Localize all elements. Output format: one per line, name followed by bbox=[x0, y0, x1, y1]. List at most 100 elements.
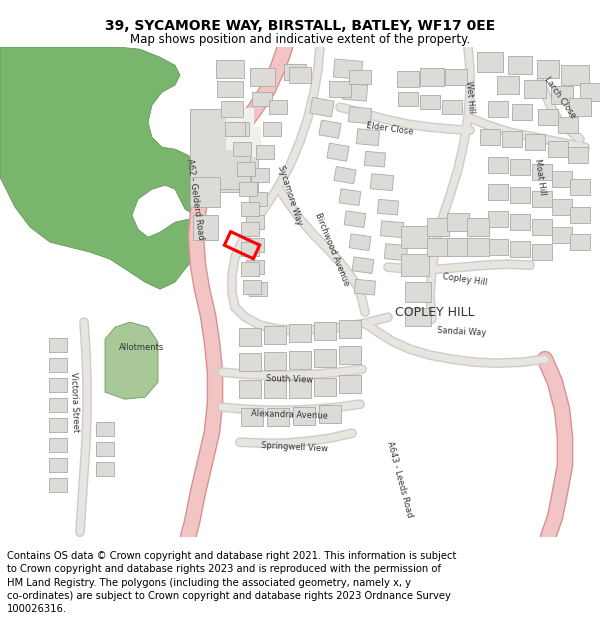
Polygon shape bbox=[532, 244, 552, 260]
Polygon shape bbox=[339, 346, 361, 364]
Polygon shape bbox=[193, 215, 218, 240]
Polygon shape bbox=[420, 95, 440, 109]
Polygon shape bbox=[239, 328, 261, 346]
Polygon shape bbox=[329, 81, 351, 97]
Text: Alexandra Avenue: Alexandra Avenue bbox=[251, 409, 329, 421]
Polygon shape bbox=[246, 260, 264, 274]
Polygon shape bbox=[405, 308, 431, 326]
Polygon shape bbox=[251, 168, 269, 182]
Polygon shape bbox=[250, 68, 275, 86]
Polygon shape bbox=[447, 213, 469, 231]
Polygon shape bbox=[263, 122, 281, 136]
Polygon shape bbox=[467, 218, 489, 236]
Polygon shape bbox=[314, 349, 336, 367]
Text: Wet Hill: Wet Hill bbox=[464, 81, 476, 114]
Polygon shape bbox=[401, 254, 429, 276]
Polygon shape bbox=[235, 127, 260, 158]
Polygon shape bbox=[480, 129, 500, 145]
Text: Victoria Street: Victoria Street bbox=[70, 372, 80, 432]
Polygon shape bbox=[96, 422, 114, 436]
Polygon shape bbox=[49, 398, 67, 412]
Polygon shape bbox=[552, 228, 572, 243]
Text: Sandai Way: Sandai Way bbox=[437, 326, 487, 338]
Polygon shape bbox=[532, 219, 552, 235]
Polygon shape bbox=[289, 351, 311, 369]
Polygon shape bbox=[231, 122, 249, 136]
Text: COPLEY HILL: COPLEY HILL bbox=[395, 306, 475, 319]
Polygon shape bbox=[510, 188, 530, 203]
Polygon shape bbox=[49, 358, 67, 372]
Text: 39, SYCAMORE WAY, BIRSTALL, BATLEY, WF17 0EE: 39, SYCAMORE WAY, BIRSTALL, BATLEY, WF17… bbox=[105, 19, 495, 32]
Polygon shape bbox=[343, 83, 368, 101]
Polygon shape bbox=[561, 65, 589, 85]
Polygon shape bbox=[289, 380, 311, 398]
Polygon shape bbox=[551, 86, 573, 104]
Polygon shape bbox=[355, 279, 376, 295]
Polygon shape bbox=[558, 118, 578, 133]
Polygon shape bbox=[49, 338, 67, 352]
Polygon shape bbox=[264, 326, 286, 344]
Polygon shape bbox=[246, 238, 264, 252]
Text: A643 - Leeds Road: A643 - Leeds Road bbox=[385, 440, 415, 518]
Polygon shape bbox=[380, 221, 404, 238]
Polygon shape bbox=[239, 182, 257, 196]
Polygon shape bbox=[334, 166, 356, 184]
Polygon shape bbox=[264, 352, 286, 370]
Polygon shape bbox=[319, 120, 341, 138]
Polygon shape bbox=[289, 67, 311, 83]
Polygon shape bbox=[339, 320, 361, 338]
Polygon shape bbox=[264, 380, 286, 398]
Polygon shape bbox=[405, 282, 431, 302]
Polygon shape bbox=[284, 64, 306, 80]
Polygon shape bbox=[339, 189, 361, 206]
Polygon shape bbox=[217, 81, 243, 97]
Text: Map shows position and indicative extent of the property.: Map shows position and indicative extent… bbox=[130, 32, 470, 46]
Polygon shape bbox=[289, 324, 311, 342]
Polygon shape bbox=[510, 214, 530, 230]
Polygon shape bbox=[216, 60, 244, 78]
Polygon shape bbox=[377, 199, 398, 215]
Polygon shape bbox=[537, 60, 559, 78]
Text: Copley Hill: Copley Hill bbox=[442, 272, 488, 287]
Polygon shape bbox=[96, 442, 114, 456]
Polygon shape bbox=[314, 322, 336, 340]
Polygon shape bbox=[241, 242, 259, 256]
Polygon shape bbox=[239, 353, 261, 371]
Polygon shape bbox=[398, 92, 418, 106]
Polygon shape bbox=[241, 202, 259, 216]
Polygon shape bbox=[203, 127, 257, 192]
Polygon shape bbox=[190, 177, 220, 208]
Polygon shape bbox=[49, 438, 67, 452]
Polygon shape bbox=[442, 100, 462, 114]
Polygon shape bbox=[267, 408, 289, 426]
Polygon shape bbox=[488, 211, 508, 227]
Polygon shape bbox=[538, 109, 558, 125]
Polygon shape bbox=[445, 69, 467, 85]
Polygon shape bbox=[502, 131, 522, 148]
Polygon shape bbox=[349, 234, 371, 251]
Polygon shape bbox=[293, 408, 315, 425]
Text: Contains OS data © Crown copyright and database right 2021. This information is : Contains OS data © Crown copyright and d… bbox=[7, 551, 457, 614]
Polygon shape bbox=[349, 70, 371, 84]
Polygon shape bbox=[349, 107, 371, 124]
Polygon shape bbox=[0, 47, 210, 289]
Polygon shape bbox=[427, 238, 449, 256]
Polygon shape bbox=[314, 378, 336, 396]
Polygon shape bbox=[570, 208, 590, 223]
Polygon shape bbox=[488, 239, 508, 255]
Polygon shape bbox=[239, 380, 261, 398]
Polygon shape bbox=[497, 76, 519, 94]
Polygon shape bbox=[252, 92, 272, 106]
Polygon shape bbox=[510, 159, 530, 175]
Text: Sycamore Way: Sycamore Way bbox=[276, 164, 304, 226]
Polygon shape bbox=[243, 280, 261, 294]
Polygon shape bbox=[525, 134, 545, 150]
Polygon shape bbox=[477, 52, 503, 72]
Polygon shape bbox=[580, 83, 600, 101]
Polygon shape bbox=[333, 59, 363, 79]
Polygon shape bbox=[370, 174, 394, 191]
Polygon shape bbox=[488, 101, 508, 118]
Polygon shape bbox=[310, 98, 334, 117]
Text: Larch Close: Larch Close bbox=[542, 74, 578, 120]
Text: Allotments: Allotments bbox=[119, 342, 164, 352]
